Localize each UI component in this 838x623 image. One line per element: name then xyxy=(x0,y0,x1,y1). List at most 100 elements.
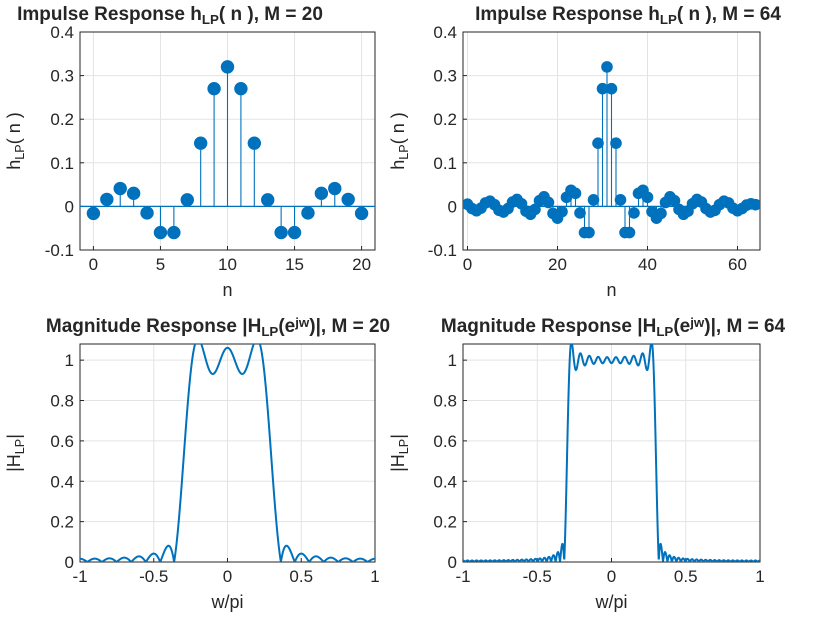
x-tick-label: 60 xyxy=(728,255,747,274)
y-axis-label-sub: LP xyxy=(13,439,27,454)
y-tick-label: -0.1 xyxy=(45,241,74,260)
subplot-title-tail: )|, M = 64 xyxy=(704,316,785,337)
stem-marker xyxy=(220,60,235,74)
y-tick-label: 0 xyxy=(65,197,74,216)
subplot-title-sub: LP xyxy=(660,12,677,27)
y-axis-label-main: |H xyxy=(388,454,408,472)
stem-marker xyxy=(140,206,154,220)
subplot-2: 0 20 40 60 -0.1 0 0.1 0.2 0.3 0.4 Impulse Response… xyxy=(388,4,781,300)
y-tick-label: 0.6 xyxy=(433,432,457,451)
subplot-title-tail: ( n ), M = 64 xyxy=(677,4,781,25)
subplot-title-sub: LP xyxy=(202,12,219,27)
plot-area xyxy=(80,344,375,562)
plot-area xyxy=(80,60,375,240)
stem-marker xyxy=(542,196,555,209)
x-tick-label: 0 xyxy=(89,255,98,274)
x-tick-label: 0.5 xyxy=(289,567,313,586)
y-axis-label-tail: ( n ) xyxy=(388,112,408,144)
x-axis-label: n xyxy=(222,280,232,300)
plot-area xyxy=(463,61,760,239)
y-tick-label: 0 xyxy=(65,553,74,572)
subplot-title-main: Magnitude Response |H xyxy=(441,316,656,337)
y-axis-label-tail: ( n ) xyxy=(4,112,24,144)
stem-marker xyxy=(610,137,622,149)
y-tick-label: 0.4 xyxy=(50,23,74,42)
subplot-title-sup: jw xyxy=(294,315,310,330)
y-axis-label-group: |HLP| xyxy=(4,434,27,472)
stem-marker xyxy=(749,198,760,211)
x-tick-label: -0.5 xyxy=(139,567,168,586)
y-axis-label-group: hLP( n ) xyxy=(4,112,27,169)
y-tick-label: -0.1 xyxy=(428,241,457,260)
magnitude-line xyxy=(80,344,375,562)
subplot-3: -1 -0.5 0 0.5 1 0 0.2 0.4 0.6 0.8 1 Magnitude Respo… xyxy=(4,315,390,612)
subplot-title-mid: (e xyxy=(673,316,690,337)
stem-marker xyxy=(126,186,141,201)
plot-area xyxy=(463,344,760,562)
x-tick-label: 5 xyxy=(156,255,165,274)
stem-marker xyxy=(655,207,667,220)
y-tick-label: 0.8 xyxy=(433,392,457,411)
subplot-title-sup: jw xyxy=(689,315,705,330)
stem-marker xyxy=(314,186,329,201)
subplot-title-mid: (e xyxy=(278,316,295,337)
stem-marker xyxy=(153,225,168,240)
x-tick-label: 0 xyxy=(223,567,232,586)
x-tick-label: 20 xyxy=(548,255,567,274)
y-tick-label: 0.4 xyxy=(433,23,457,42)
stem-marker xyxy=(113,181,127,196)
x-tick-label: -1 xyxy=(455,567,470,586)
y-axis-label-group: hLP( n ) xyxy=(388,112,411,169)
stem-marker xyxy=(234,81,248,96)
y-axis-label-sub: LP xyxy=(13,144,27,159)
x-tick-label: 1 xyxy=(370,567,379,586)
stem-marker xyxy=(354,206,369,221)
y-axis-label-group: |HLP| xyxy=(388,434,411,472)
x-tick-label: 0 xyxy=(607,567,616,586)
stem-marker xyxy=(556,205,568,218)
subplot-title: Magnitude Response |HLP(ejw)|, M = 20 xyxy=(46,315,390,339)
x-tick-label: 0 xyxy=(463,255,472,274)
subplot-title-tail: )|, M = 20 xyxy=(309,316,390,337)
stem-marker xyxy=(628,207,640,219)
x-tick-label: 0.5 xyxy=(674,567,698,586)
x-tick-label: -0.5 xyxy=(523,567,552,586)
x-tick-label: 10 xyxy=(218,255,237,274)
stem-marker xyxy=(583,226,595,239)
x-tick-label: 15 xyxy=(285,255,304,274)
y-axis-label-sub: LP xyxy=(397,439,411,454)
stem-marker xyxy=(274,225,288,240)
stem-marker xyxy=(287,225,302,240)
y-axis-label: hLP( n ) xyxy=(388,112,411,169)
stem-marker xyxy=(614,194,627,206)
y-axis-label: |HLP| xyxy=(4,434,27,472)
stem-marker xyxy=(193,136,208,150)
y-axis-label-main: h xyxy=(4,160,24,170)
subplot-4: -1 -0.5 0 0.5 1 0 0.2 0.4 0.6 0.8 1 Magnitude Respo… xyxy=(388,315,786,612)
y-axis-label: |HLP| xyxy=(388,434,411,472)
axes-box xyxy=(79,31,376,251)
y-axis-label-sub: LP xyxy=(397,144,411,159)
subplot-title: Impulse Response hLP( n ), M = 64 xyxy=(475,4,781,27)
stem-marker xyxy=(247,136,262,150)
x-axis-label: n xyxy=(606,280,616,300)
subplot-title-main: Impulse Response h xyxy=(17,4,202,25)
stem-marker xyxy=(601,61,613,73)
subplot-title-sub: LP xyxy=(261,324,278,339)
x-tick-label: 40 xyxy=(638,255,657,274)
y-axis-label-tail: | xyxy=(388,434,408,439)
stem-marker xyxy=(574,207,586,219)
y-tick-label: 0 xyxy=(448,553,457,572)
y-tick-label: 0.4 xyxy=(433,472,457,491)
stem-marker xyxy=(261,193,275,207)
stem-marker xyxy=(86,206,101,221)
stem-marker xyxy=(167,225,181,240)
y-tick-label: 0.2 xyxy=(50,513,74,532)
axes-box xyxy=(79,343,376,563)
y-tick-label: 0.2 xyxy=(433,110,457,129)
stem-marker xyxy=(328,181,342,196)
axes-box xyxy=(462,31,761,251)
stem-marker xyxy=(587,194,600,206)
